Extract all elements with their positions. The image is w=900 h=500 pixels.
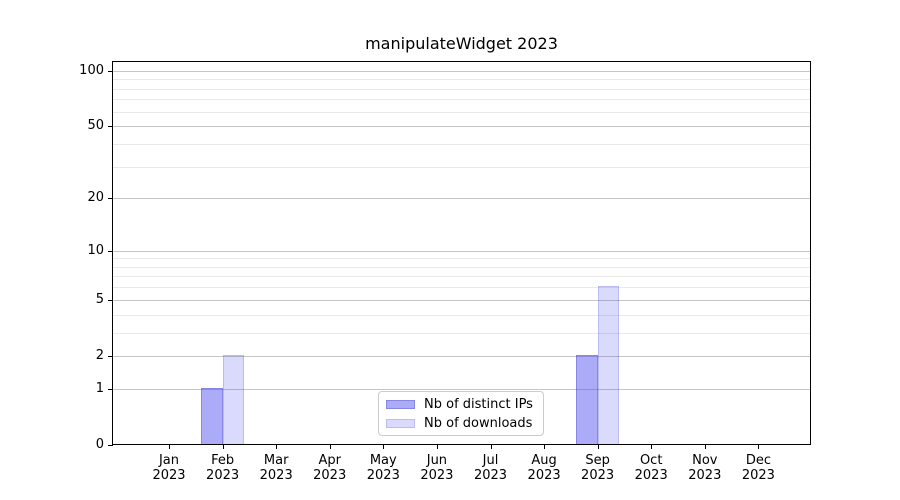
y-axis-tick-label: 100 <box>79 62 104 78</box>
legend-item-label: Nb of downloads <box>424 415 533 431</box>
y-gridline-minor <box>113 111 810 113</box>
y-gridline-minor <box>113 314 810 316</box>
y-axis-tick <box>108 70 113 72</box>
legend-swatch <box>386 418 415 428</box>
x-axis-tick-label: Feb 2023 <box>183 453 263 483</box>
x-axis-tick <box>651 445 653 449</box>
y-axis-tick <box>108 250 113 252</box>
x-tick-month: Apr <box>318 453 341 468</box>
x-axis-tick <box>704 445 706 449</box>
x-tick-year: 2023 <box>259 468 293 483</box>
x-axis-tick <box>597 445 599 449</box>
x-tick-month: Sep <box>585 453 610 468</box>
x-axis-tick-label: Sep 2023 <box>558 453 638 483</box>
x-tick-month: Jul <box>482 453 499 468</box>
y-axis-tick-label: 0 <box>95 437 104 452</box>
y-axis-tick-label: 20 <box>87 190 104 206</box>
x-axis-tick-label: Jul 2023 <box>451 453 531 483</box>
x-tick-year: 2023 <box>473 468 508 483</box>
y-gridline-major <box>113 299 810 301</box>
x-tick-month: Jun <box>426 453 448 468</box>
x-axis-tick-label: Jun 2023 <box>397 453 477 483</box>
plot-area <box>112 61 811 445</box>
y-gridline-minor <box>113 332 810 334</box>
legend: Nb of distinct IPs Nb of downloads <box>378 391 544 436</box>
y-axis-tick-label: 5 <box>95 291 104 307</box>
x-axis-tick-label: Oct 2023 <box>611 453 691 483</box>
y-axis-tick-label: 1 <box>95 380 104 396</box>
y-gridline-minor <box>113 276 810 278</box>
y-axis-tick <box>108 198 113 200</box>
y-axis-tick-label: 50 <box>87 118 104 134</box>
x-tick-year: 2023 <box>313 468 347 483</box>
x-tick-month: Dec <box>745 453 771 468</box>
y-gridline-minor <box>113 99 810 101</box>
x-axis-tick <box>329 445 331 449</box>
x-tick-month: Feb <box>211 453 235 468</box>
y-axis-tick <box>108 445 113 446</box>
bar-downloads <box>597 286 620 444</box>
x-axis-tick-label: May 2023 <box>343 453 423 483</box>
y-axis-tick-label: 10 <box>87 242 104 258</box>
y-gridline-major <box>113 126 810 128</box>
x-axis-tick-label: Apr 2023 <box>290 453 370 483</box>
x-axis-tick-label: Nov 2023 <box>665 453 745 483</box>
x-axis-tick <box>490 445 492 449</box>
y-gridline-major <box>113 250 810 252</box>
x-axis-tick <box>169 445 170 449</box>
x-tick-year: 2023 <box>206 468 240 483</box>
bar-downloads <box>222 354 245 444</box>
x-tick-year: 2023 <box>581 468 615 483</box>
y-gridline-minor <box>113 258 810 260</box>
y-gridline-minor <box>113 143 810 145</box>
x-axis-tick <box>758 445 760 449</box>
bar-distinct-ips <box>201 387 223 444</box>
y-gridline-minor <box>113 79 810 81</box>
x-axis-tick-label: Dec 2023 <box>718 453 798 483</box>
x-tick-month: May <box>369 453 397 468</box>
y-gridline-minor <box>113 88 810 90</box>
x-tick-year: 2023 <box>688 468 722 483</box>
x-axis-tick <box>383 445 385 449</box>
y-axis-tick <box>108 126 113 128</box>
x-axis-tick <box>276 445 278 449</box>
y-gridline-minor <box>113 266 810 268</box>
bar-distinct-ips <box>576 354 598 444</box>
x-tick-year: 2023 <box>366 468 400 483</box>
y-gridline-major <box>113 355 810 357</box>
chart-title: manipulateWidget 2023 <box>365 34 558 53</box>
x-tick-month: Jan <box>158 453 180 468</box>
y-gridline-minor <box>113 166 810 168</box>
x-tick-year: 2023 <box>741 468 775 483</box>
legend-swatch <box>386 399 415 409</box>
x-tick-year: 2023 <box>527 468 561 483</box>
x-tick-year: 2023 <box>152 468 186 483</box>
y-gridline-major <box>113 388 810 390</box>
x-axis-tick-label: Mar 2023 <box>236 453 316 483</box>
y-axis-tick-label: 2 <box>95 347 104 363</box>
x-tick-month: Nov <box>692 453 718 468</box>
x-axis-tick <box>544 445 546 449</box>
y-gridline-major <box>113 198 810 200</box>
y-axis-tick <box>108 388 113 390</box>
x-tick-year: 2023 <box>420 468 454 483</box>
x-axis-tick-label: Jan 2023 <box>129 453 209 483</box>
x-tick-month: Mar <box>263 453 289 468</box>
y-gridline-major <box>113 70 810 72</box>
y-axis-tick <box>108 299 113 301</box>
x-axis-tick-label: Aug 2023 <box>504 453 584 483</box>
x-tick-month: Aug <box>531 453 557 468</box>
legend-item-label: Nb of distinct IPs <box>424 396 533 412</box>
x-tick-month: Oct <box>639 453 663 468</box>
legend-item: Nb of distinct IPs <box>386 396 543 413</box>
legend-item: Nb of downloads <box>386 415 543 432</box>
x-axis-tick <box>222 445 224 449</box>
x-tick-year: 2023 <box>634 468 668 483</box>
y-axis-tick <box>108 355 113 357</box>
y-gridline-minor <box>113 287 810 289</box>
x-axis-tick <box>436 445 438 449</box>
